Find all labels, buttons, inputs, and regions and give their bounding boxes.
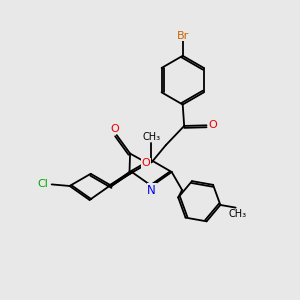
Text: O: O xyxy=(208,120,217,130)
Text: CH₃: CH₃ xyxy=(228,209,246,219)
Text: CH₃: CH₃ xyxy=(142,132,160,142)
Text: O: O xyxy=(110,124,119,134)
Text: N: N xyxy=(147,184,156,197)
Text: Br: Br xyxy=(177,31,189,40)
Text: O: O xyxy=(142,158,151,168)
Text: Cl: Cl xyxy=(37,179,48,189)
